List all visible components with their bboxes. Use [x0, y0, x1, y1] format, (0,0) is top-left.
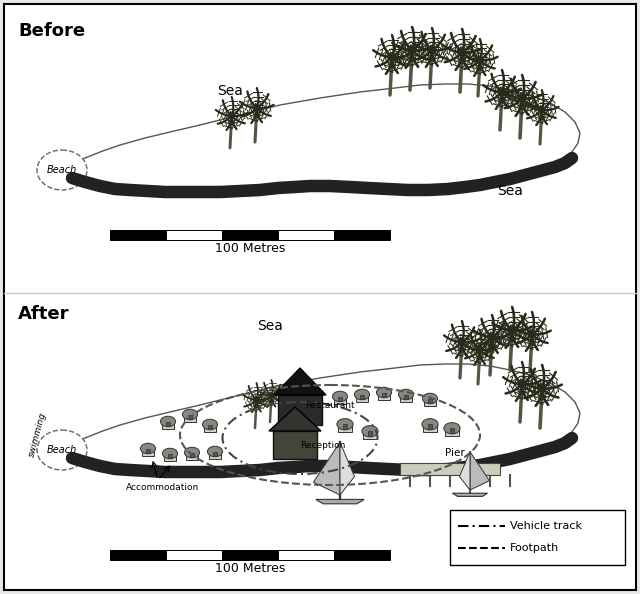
Bar — [204, 425, 216, 431]
Bar — [278, 230, 334, 240]
Text: Reception: Reception — [300, 441, 346, 450]
Bar — [110, 230, 166, 240]
Ellipse shape — [422, 393, 438, 404]
Ellipse shape — [337, 419, 353, 430]
Bar — [208, 425, 212, 429]
Text: Accommodation: Accommodation — [126, 483, 200, 492]
Bar — [334, 230, 390, 240]
Ellipse shape — [182, 409, 198, 420]
Ellipse shape — [37, 430, 87, 470]
Bar — [445, 428, 459, 436]
Ellipse shape — [140, 443, 156, 454]
Ellipse shape — [163, 448, 177, 459]
Bar — [356, 394, 368, 402]
Bar — [186, 453, 198, 460]
Bar — [382, 393, 386, 397]
Text: 100 Metres: 100 Metres — [215, 562, 285, 575]
Text: Footpath: Footpath — [510, 543, 559, 553]
Polygon shape — [340, 442, 355, 495]
Text: Sea: Sea — [497, 184, 523, 198]
Ellipse shape — [355, 389, 369, 400]
Bar — [162, 422, 174, 428]
Ellipse shape — [399, 389, 413, 400]
Text: Sea: Sea — [217, 84, 243, 98]
Ellipse shape — [207, 446, 223, 457]
Bar — [378, 393, 390, 400]
Bar — [278, 550, 334, 560]
Ellipse shape — [376, 387, 392, 398]
Ellipse shape — [184, 447, 200, 458]
Text: Before: Before — [18, 22, 85, 40]
Bar — [164, 453, 176, 460]
Bar — [273, 431, 317, 459]
Bar — [450, 510, 625, 565]
Bar — [222, 230, 278, 240]
Text: Beach: Beach — [47, 165, 77, 175]
Bar — [428, 424, 432, 429]
Bar — [343, 424, 348, 429]
Bar — [400, 394, 412, 402]
Bar — [404, 394, 408, 399]
Bar — [423, 424, 436, 432]
Text: Sea: Sea — [257, 319, 283, 333]
Bar — [338, 397, 342, 401]
Bar — [146, 448, 150, 453]
Bar — [222, 550, 278, 560]
Bar — [368, 431, 372, 436]
Text: Restaurant: Restaurant — [305, 402, 355, 410]
Bar — [184, 415, 196, 422]
Polygon shape — [52, 84, 580, 194]
Polygon shape — [314, 442, 340, 495]
Bar — [110, 550, 166, 560]
Bar — [334, 550, 390, 560]
Ellipse shape — [332, 391, 348, 402]
Text: Vehicle track: Vehicle track — [510, 521, 582, 531]
Bar — [141, 448, 154, 456]
Polygon shape — [470, 451, 490, 490]
Polygon shape — [52, 364, 580, 474]
Bar — [166, 422, 170, 426]
Polygon shape — [269, 407, 321, 431]
Bar — [190, 453, 194, 457]
Polygon shape — [460, 451, 470, 490]
Bar — [188, 415, 192, 419]
Bar — [428, 399, 432, 403]
Text: Beach: Beach — [47, 445, 77, 455]
Text: Pier: Pier — [445, 448, 465, 458]
Ellipse shape — [362, 426, 378, 437]
Bar — [213, 451, 217, 456]
Polygon shape — [274, 368, 326, 395]
Bar — [400, 463, 500, 475]
Ellipse shape — [37, 150, 87, 190]
Ellipse shape — [161, 416, 175, 426]
Polygon shape — [316, 500, 364, 504]
Ellipse shape — [202, 419, 218, 429]
Bar — [209, 451, 221, 459]
Bar — [364, 431, 377, 439]
Text: swimming: swimming — [28, 412, 48, 459]
Bar — [424, 399, 436, 406]
Bar — [278, 395, 322, 425]
Text: 100 Metres: 100 Metres — [215, 242, 285, 255]
Text: After: After — [18, 305, 70, 323]
Ellipse shape — [444, 422, 460, 434]
Bar — [333, 397, 346, 403]
Ellipse shape — [422, 419, 438, 430]
Bar — [339, 424, 352, 432]
Bar — [166, 230, 222, 240]
Bar — [450, 428, 454, 433]
Polygon shape — [452, 493, 488, 497]
Bar — [166, 550, 222, 560]
Bar — [360, 394, 364, 399]
Bar — [168, 453, 172, 458]
